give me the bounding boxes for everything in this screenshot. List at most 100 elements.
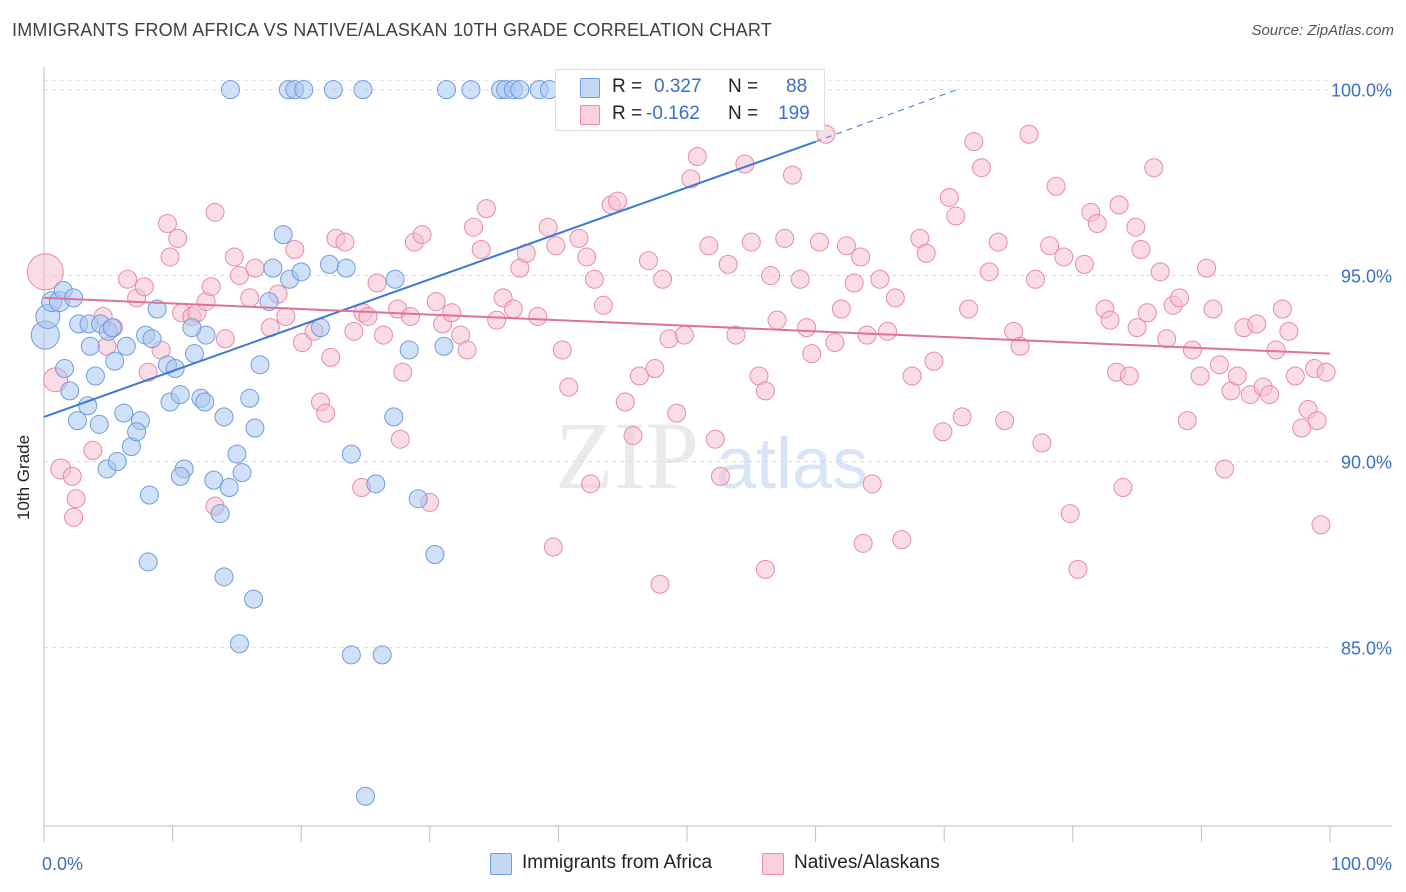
data-point-natives (775, 228, 795, 248)
bottom-legend-label: Natives/Alaskans (794, 852, 940, 873)
data-point-natives (1311, 515, 1331, 535)
data-point-natives (442, 303, 462, 323)
data-point-natives (157, 213, 177, 233)
data-point-natives (797, 318, 817, 338)
data-point-natives (471, 240, 491, 260)
data-point-africa (244, 589, 264, 609)
y-axis-title: 10th Grade (14, 434, 33, 520)
data-point-natives (569, 228, 589, 248)
data-point-natives (1109, 195, 1129, 215)
data-point-natives (581, 474, 601, 494)
data-point-africa (341, 645, 361, 665)
data-point-natives (393, 362, 413, 382)
data-point-natives (503, 299, 523, 319)
data-point-natives (924, 351, 944, 371)
data-point-natives (138, 362, 158, 382)
data-point-africa (437, 80, 457, 100)
data-point-natives (559, 377, 579, 397)
data-point-africa (89, 414, 109, 434)
data-point-natives (608, 191, 628, 211)
data-point-natives (1100, 310, 1120, 330)
data-point-natives (1127, 318, 1147, 338)
data-point-natives (374, 325, 394, 345)
x-tick-label: 0.0% (42, 854, 83, 874)
data-point-natives (401, 306, 421, 326)
data-point-natives (933, 422, 953, 442)
legend-r-value: 0.327 (654, 76, 702, 97)
data-point-natives (1010, 336, 1030, 356)
data-point-natives (201, 277, 221, 297)
data-point-natives (1260, 385, 1280, 405)
data-point-natives (1316, 362, 1336, 382)
data-point-natives (1182, 340, 1202, 360)
data-point-natives (168, 228, 188, 248)
data-point-africa (399, 340, 419, 360)
data-point-africa (170, 466, 190, 486)
data-point-natives (1203, 299, 1223, 319)
data-point-natives (741, 232, 761, 252)
trend-line-africa (43, 140, 816, 418)
data-point-africa (78, 396, 98, 416)
data-point-africa (214, 567, 234, 587)
data-point-natives (335, 232, 355, 252)
gridlines (44, 79, 1330, 648)
data-point-natives (857, 325, 877, 345)
data-point-africa (67, 411, 87, 431)
data-point-natives (1131, 240, 1151, 260)
legend-n-value: 88 (786, 76, 808, 97)
data-point-natives (892, 530, 912, 550)
data-point-natives (809, 232, 829, 252)
data-point-natives (1144, 158, 1164, 178)
data-point-natives (543, 537, 563, 557)
data-point-africa (240, 388, 260, 408)
data-point-natives (1060, 504, 1080, 524)
data-point-natives (755, 559, 775, 579)
data-point-africa (64, 288, 84, 308)
data-point-africa (408, 489, 428, 509)
data-point-africa (263, 258, 283, 278)
data-point-natives (412, 225, 432, 245)
data-point-africa (105, 351, 125, 371)
watermark-atlas: atlas (716, 424, 868, 504)
data-point-natives (988, 232, 1008, 252)
legend-r-value: -0.162 (646, 103, 700, 124)
correlation-legend: R = 0.327 N = 88 R = -0.162 N = 199 (555, 69, 825, 131)
data-point-africa (341, 444, 361, 464)
data-point-africa (107, 452, 127, 472)
data-point-africa (219, 478, 239, 498)
data-point-natives (916, 243, 936, 263)
legend-swatch-blue (580, 78, 600, 98)
data-point-natives (552, 340, 572, 360)
data-point-africa (434, 336, 454, 356)
data-point-natives (1150, 262, 1170, 282)
data-point-natives (358, 306, 378, 326)
data-point-natives (964, 132, 984, 152)
data-point-africa (80, 336, 100, 356)
data-point-africa (385, 269, 405, 289)
data-point-natives (577, 247, 597, 267)
data-point-natives (681, 169, 701, 189)
data-point-natives (1113, 478, 1133, 498)
data-point-natives (1215, 459, 1235, 479)
data-point-africa (323, 80, 343, 100)
y-tick-label: 95.0% (1341, 267, 1392, 287)
bottom-legend-swatch-pink (762, 853, 784, 875)
data-point-natives (134, 277, 154, 297)
data-point-natives (205, 202, 225, 222)
data-point-africa (229, 634, 249, 654)
data-point-africa (85, 366, 105, 386)
legend-n-value: 199 (778, 103, 810, 124)
data-point-natives (699, 236, 719, 256)
data-point-natives (831, 299, 851, 319)
data-point-natives (1247, 314, 1267, 334)
data-point-natives (464, 217, 484, 237)
data-point-africa (356, 786, 375, 806)
legend-swatch-pink (580, 105, 600, 125)
data-point-africa (114, 403, 134, 423)
y-tick-label: 85.0% (1341, 638, 1392, 658)
natives-alaskans-points (26, 124, 1336, 594)
data-point-natives (802, 344, 822, 364)
data-point-natives (476, 199, 496, 219)
data-point-natives (1307, 411, 1327, 431)
tick-labels: 85.0% 90.0% 95.0% 100.0% 0.0% 100.0% (42, 81, 1392, 874)
